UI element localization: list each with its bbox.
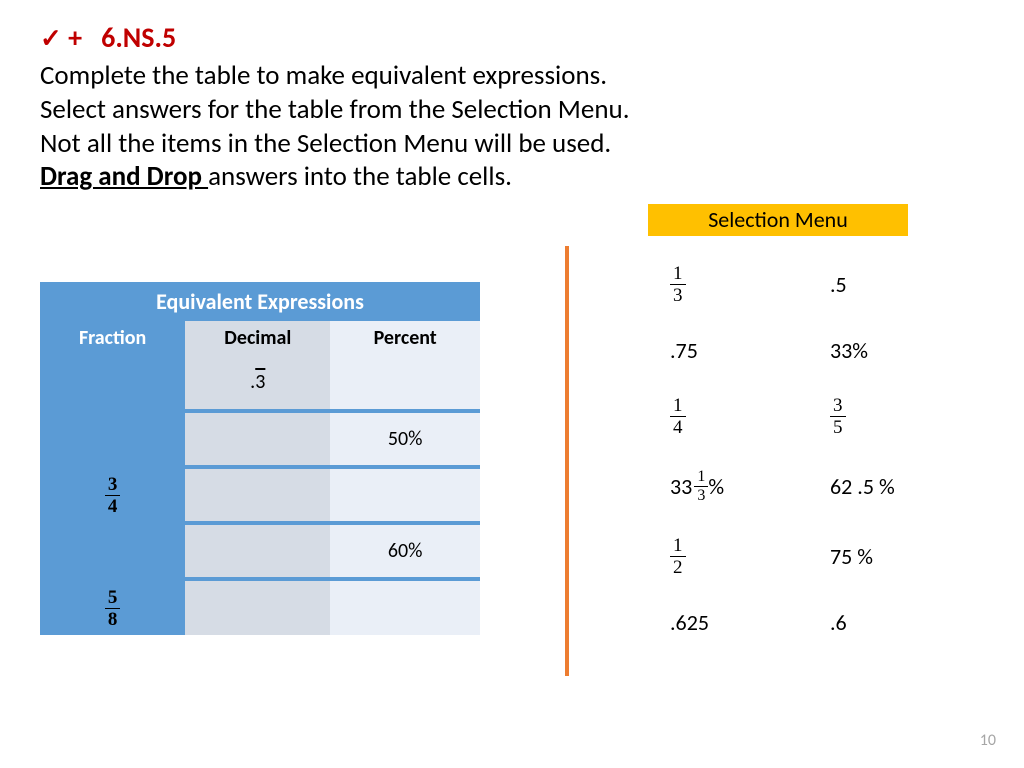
mixed-suffix: % xyxy=(708,473,724,500)
standard-code: 6.NS.5 xyxy=(101,20,176,55)
selection-item[interactable]: 12 xyxy=(650,536,790,577)
frac-num: 1 xyxy=(670,396,686,417)
instruction-line-1: Complete the table to make equivalent ex… xyxy=(40,59,984,93)
page-number: 10 xyxy=(980,731,996,750)
cell-fraction[interactable] xyxy=(40,411,185,467)
frac-num: 1 xyxy=(670,536,686,557)
selection-item[interactable]: 13 xyxy=(650,264,790,305)
table-row: 60% xyxy=(40,523,480,579)
frac-num: 1 xyxy=(670,264,686,285)
decimal-overline: 3 xyxy=(255,370,265,394)
frac-den: 5 xyxy=(830,417,846,437)
col-decimal: Decimal xyxy=(185,321,330,355)
selection-menu-grid: 13 .5 .75 33% 14 35 33 13 % 62 .5 % 12 7… xyxy=(650,264,950,636)
table-row: 50% xyxy=(40,411,480,467)
content-area: Selection Menu Equivalent Expressions Fr… xyxy=(0,204,1024,224)
cell-decimal[interactable] xyxy=(185,579,330,635)
cell-percent[interactable]: 60% xyxy=(330,523,480,579)
cell-fraction[interactable]: 58 xyxy=(40,579,185,635)
frac-num: 1 xyxy=(694,469,708,487)
frac-num: 3 xyxy=(830,396,846,417)
cell-percent[interactable] xyxy=(330,467,480,523)
selection-menu-header: Selection Menu xyxy=(648,204,908,236)
standard-line: ✓ + 6.NS.5 xyxy=(40,20,984,55)
selection-item[interactable]: 75 % xyxy=(810,536,950,577)
table-header-row: Fraction Decimal Percent xyxy=(40,321,480,355)
vertical-divider xyxy=(565,246,569,676)
instruction-line-3: Not all the items in the Selection Menu … xyxy=(40,127,984,161)
cell-percent[interactable]: 50% xyxy=(330,411,480,467)
equivalent-expressions-table: Equivalent Expressions Fraction Decimal … xyxy=(40,282,480,635)
cell-percent[interactable] xyxy=(330,579,480,635)
cell-decimal[interactable]: .3 xyxy=(185,355,330,411)
checkmark-icon: ✓ xyxy=(40,22,62,54)
frac-den: 2 xyxy=(670,557,686,577)
frac-den: 3 xyxy=(694,487,708,504)
drag-drop-label: Drag and Drop xyxy=(40,160,208,193)
frac-den: 4 xyxy=(670,417,686,437)
plus-icon: + xyxy=(68,20,82,55)
cell-fraction[interactable] xyxy=(40,355,185,411)
cell-decimal[interactable] xyxy=(185,411,330,467)
table-row: .3 xyxy=(40,355,480,411)
selection-item[interactable]: 35 xyxy=(810,396,950,437)
selection-item[interactable]: 33 13 % xyxy=(650,469,790,504)
cell-decimal[interactable] xyxy=(185,523,330,579)
table-row: 58 xyxy=(40,579,480,635)
mixed-whole: 33 xyxy=(670,473,692,500)
cell-fraction[interactable] xyxy=(40,523,185,579)
selection-item[interactable]: 14 xyxy=(650,396,790,437)
cell-fraction[interactable]: 34 xyxy=(40,467,185,523)
instruction-line-4-rest: answers into the table cells. xyxy=(208,160,512,193)
col-fraction: Fraction xyxy=(40,321,185,355)
selection-item[interactable]: 62 .5 % xyxy=(810,469,950,504)
table-row: 34 xyxy=(40,467,480,523)
cell-percent[interactable] xyxy=(330,355,480,411)
frac-num: 5 xyxy=(105,588,121,609)
frac-den: 3 xyxy=(670,285,686,305)
selection-item[interactable]: .625 xyxy=(650,609,790,636)
frac-den: 8 xyxy=(105,609,121,629)
col-percent: Percent xyxy=(330,321,480,355)
frac-den: 4 xyxy=(105,496,121,516)
table-title-row: Equivalent Expressions xyxy=(40,282,480,321)
selection-item[interactable]: 33% xyxy=(810,337,950,364)
instruction-line-2: Select answers for the table from the Se… xyxy=(40,93,984,127)
instruction-line-4: Drag and Drop answers into the table cel… xyxy=(40,160,984,194)
selection-item[interactable]: .6 xyxy=(810,609,950,636)
frac-num: 3 xyxy=(105,475,121,496)
selection-item[interactable]: .5 xyxy=(810,264,950,305)
selection-item[interactable]: .75 xyxy=(650,337,790,364)
cell-decimal[interactable] xyxy=(185,467,330,523)
table-title: Equivalent Expressions xyxy=(40,282,480,321)
header-block: ✓ + 6.NS.5 Complete the table to make eq… xyxy=(0,0,1024,204)
